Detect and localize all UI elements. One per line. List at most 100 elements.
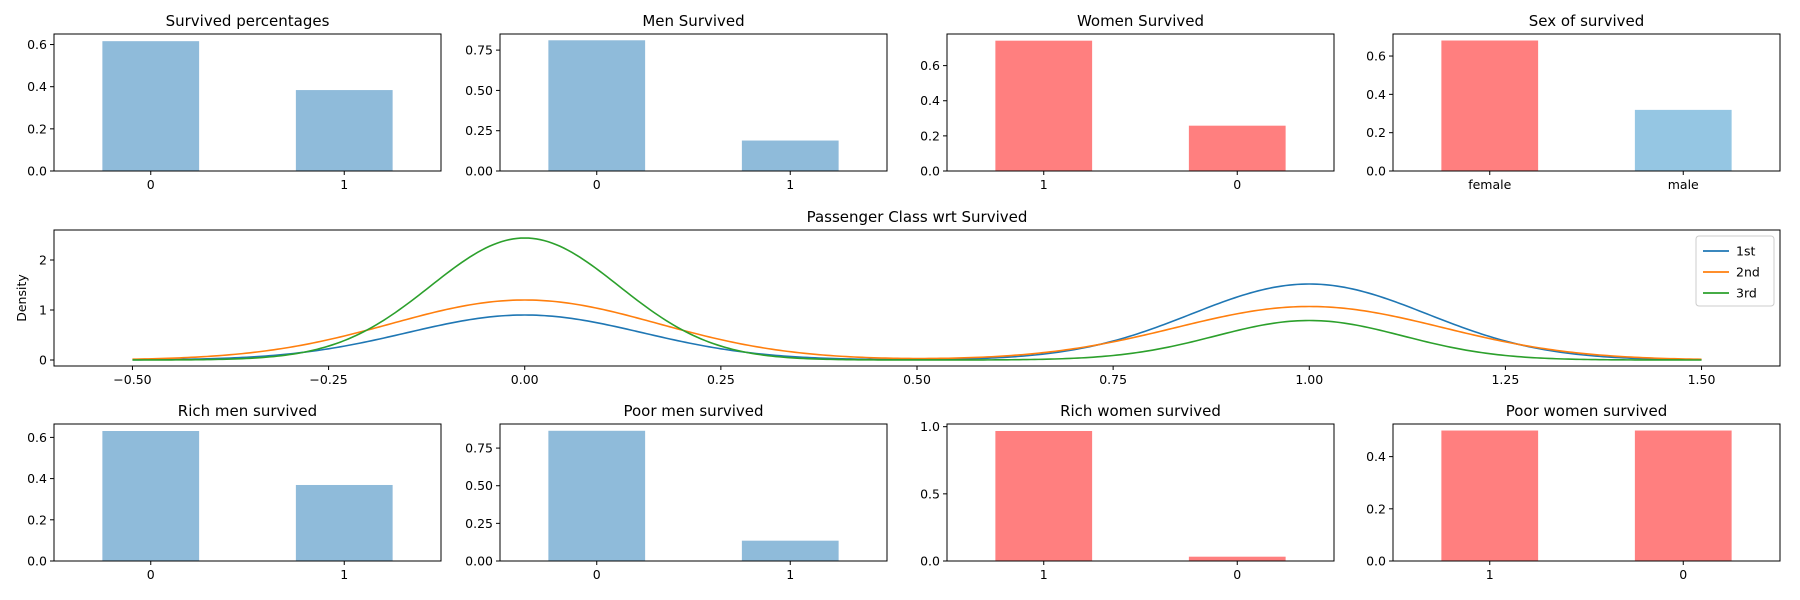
women-chart: Women Survived 1 0 0.0 0.2 0.4 0.6 [920, 12, 1335, 192]
richmen-bar-0 [102, 431, 200, 561]
sex-ytick-label-3: 0.6 [1366, 49, 1386, 64]
women-ytick-label-2: 0.4 [920, 93, 940, 108]
richmen-bar-1 [295, 484, 393, 561]
pclass-xtick-label-5: 0.75 [1099, 372, 1127, 387]
sex-bar-0 [1441, 40, 1539, 172]
poorwomen-ytick-label-0: 0.0 [1366, 554, 1386, 569]
pclass-ytick-label-1: 1 [39, 303, 47, 318]
pclass-series-2 [132, 237, 1702, 361]
poorwomen-chart: Poor women survived 1 0 0.0 0.2 0.4 [1366, 402, 1781, 582]
women-xtick-label-0: 1 [1040, 177, 1048, 192]
richmen-ytick-label-1: 0.2 [27, 512, 47, 527]
pclass-series-0 [132, 283, 1702, 361]
richwomen-ytick-label-2: 1.0 [920, 419, 940, 434]
pclass-xtick-label-8: 1.50 [1688, 372, 1716, 387]
richwomen-chart: Rich women survived 1 0 0.0 0.5 1.0 [920, 402, 1335, 582]
survived-ytick-label-3: 0.6 [27, 37, 47, 52]
poormen-chart: Poor men survived 0 1 0.00 0.25 0.50 0.75 [465, 402, 888, 582]
richwomen-xtick-label-1: 0 [1233, 567, 1241, 582]
pclass-xtick-label-2: 0.00 [511, 372, 539, 387]
survived-ytick-label-2: 0.4 [27, 79, 47, 94]
sex-xtick-label-1: male [1668, 177, 1699, 192]
women-ytick-label-0: 0.0 [920, 164, 940, 179]
pclass-xtick-label-1: −0.25 [309, 372, 347, 387]
poormen-bar-0 [548, 430, 646, 561]
richmen-ytick-label-3: 0.6 [27, 430, 47, 445]
survived-chart: Survived percentages 0 1 0.0 0.2 0.4 0.6 [27, 12, 442, 192]
men-xtick-label-1: 1 [786, 177, 794, 192]
pclass-xtick-label-0: −0.50 [113, 372, 151, 387]
women-ytick-label-1: 0.2 [920, 128, 940, 143]
survived-xtick-label-0: 0 [147, 177, 155, 192]
women-axes-frame [946, 33, 1335, 172]
pclass-xtick-label-4: 0.50 [903, 372, 931, 387]
richwomen-title: Rich women survived [1060, 402, 1221, 420]
poormen-ytick-label-3: 0.75 [465, 441, 493, 456]
pclass-xtick-label-6: 1.00 [1295, 372, 1323, 387]
men-bar-0 [548, 40, 646, 171]
men-axes-frame [499, 33, 888, 172]
richwomen-bar-1 [1188, 556, 1286, 561]
men-title: Men Survived [642, 12, 744, 30]
pclass-legend-label-2: 3rd [1736, 286, 1757, 301]
sex-bar-1 [1634, 109, 1732, 171]
richmen-ytick-label-0: 0.0 [27, 554, 47, 569]
men-ytick-label-3: 0.75 [465, 43, 493, 58]
richwomen-ytick-label-1: 0.5 [920, 486, 940, 501]
survived-title: Survived percentages [166, 12, 330, 30]
pclass-axes-frame [53, 229, 1781, 367]
richwomen-bar-0 [995, 430, 1093, 561]
poormen-bar-1 [741, 540, 839, 561]
poorwomen-xtick-label-1: 0 [1679, 567, 1687, 582]
sex-ytick-label-0: 0.0 [1366, 164, 1386, 179]
sex-xtick-label-0: female [1468, 177, 1511, 192]
survived-ytick-label-0: 0.0 [27, 164, 47, 179]
women-ytick-label-3: 0.6 [920, 58, 940, 73]
pclass-xtick-label-3: 0.25 [707, 372, 735, 387]
men-ytick-label-1: 0.25 [465, 123, 493, 138]
poormen-ytick-label-2: 0.50 [465, 478, 493, 493]
richwomen-axes-frame [946, 423, 1335, 562]
richmen-xtick-label-0: 0 [147, 567, 155, 582]
poormen-title: Poor men survived [623, 402, 763, 420]
survived-axes-frame [53, 33, 442, 172]
pclass-ytick-label-2: 2 [39, 253, 47, 268]
pclass-ytick-label-0: 0 [39, 353, 47, 368]
men-bar-1 [741, 140, 839, 171]
pclass-xtick-label-7: 1.25 [1491, 372, 1519, 387]
richmen-axes-frame [53, 423, 442, 562]
richmen-title: Rich men survived [178, 402, 317, 420]
poormen-xtick-label-0: 0 [593, 567, 601, 582]
poormen-axes-frame [499, 423, 888, 562]
women-bar-1 [1188, 125, 1286, 171]
poorwomen-xtick-label-0: 1 [1486, 567, 1494, 582]
sex-axes-frame [1392, 33, 1781, 172]
poorwomen-bar-0 [1441, 430, 1539, 561]
pclass-legend: 1st 2nd 3rd [1695, 235, 1775, 307]
richmen-xtick-label-1: 1 [340, 567, 348, 582]
survived-xtick-label-1: 1 [340, 177, 348, 192]
men-ytick-label-2: 0.50 [465, 83, 493, 98]
poorwomen-ytick-label-2: 0.4 [1366, 449, 1386, 464]
richwomen-xtick-label-0: 1 [1040, 567, 1048, 582]
pclass-legend-frame [1695, 235, 1775, 307]
women-title: Women Survived [1077, 12, 1204, 30]
richwomen-ytick-label-0: 0.0 [920, 554, 940, 569]
poormen-xtick-label-1: 1 [786, 567, 794, 582]
men-xtick-label-0: 0 [593, 177, 601, 192]
women-bar-0 [995, 40, 1093, 171]
sex-chart: Sex of survived female male 0.0 0.2 0.4 0.6 [1366, 12, 1781, 192]
survived-bar-0 [102, 41, 200, 171]
poormen-ytick-label-0: 0.00 [465, 554, 493, 569]
sex-ytick-label-2: 0.4 [1366, 87, 1386, 102]
women-xtick-label-1: 0 [1233, 177, 1241, 192]
richmen-ytick-label-2: 0.4 [27, 471, 47, 486]
richmen-chart: Rich men survived 0 1 0.0 0.2 0.4 0.6 [27, 402, 442, 582]
survived-bar-1 [295, 90, 393, 171]
poorwomen-bar-1 [1634, 430, 1732, 561]
sex-ytick-label-1: 0.2 [1366, 125, 1386, 140]
poorwomen-ytick-label-1: 0.2 [1366, 501, 1386, 516]
survived-ytick-label-1: 0.2 [27, 121, 47, 136]
men-ytick-label-0: 0.00 [465, 164, 493, 179]
poorwomen-axes-frame [1392, 423, 1781, 562]
